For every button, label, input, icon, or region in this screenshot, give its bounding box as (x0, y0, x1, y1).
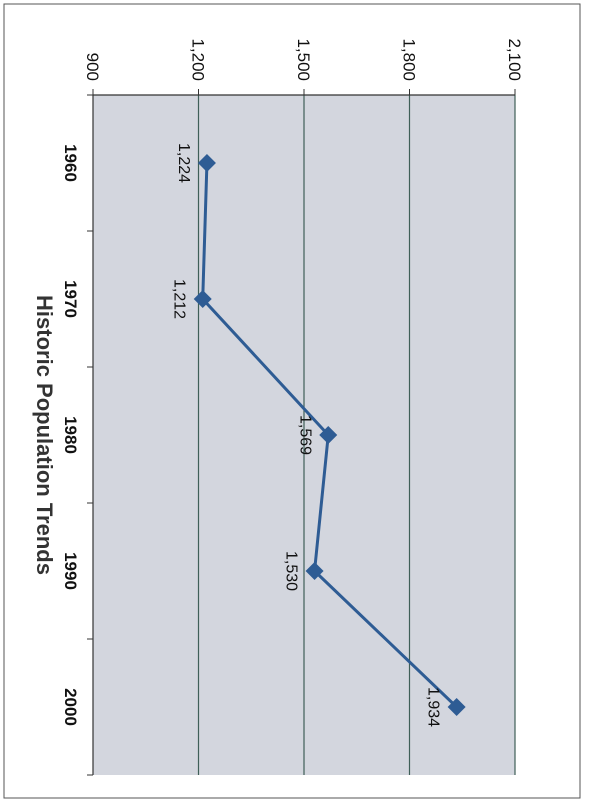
tick-labels: 900 1,200 1,500 1,800 2,100 1960 1970 1980 1990 2… (61, 38, 524, 725)
y-tick-label: 2,100 (505, 38, 524, 81)
data-label: 1,934 (425, 687, 442, 727)
data-markers (193, 154, 466, 716)
data-point-marker (305, 562, 324, 580)
y-tick-label: 1,200 (189, 38, 208, 81)
y-tick-label: 1,500 (294, 38, 313, 81)
data-label: 1,212 (171, 279, 188, 319)
data-label: 1,569 (296, 415, 313, 455)
y-tick-label: 900 (83, 53, 102, 81)
y-tick-label: 1,800 (400, 38, 419, 81)
data-labels: 1,224 1,212 1,569 1,530 1,934 (171, 143, 442, 727)
x-tick-label: 1980 (61, 416, 80, 454)
x-tick-label: 1970 (61, 280, 80, 318)
data-label: 1,224 (175, 143, 192, 183)
data-point-marker (319, 426, 338, 444)
x-tick-label: 1960 (61, 144, 80, 182)
data-point-marker (197, 154, 216, 172)
chart-title: Historic Population Trends (32, 295, 57, 575)
data-label: 1,530 (283, 551, 300, 591)
x-tick-label: 2000 (61, 688, 80, 726)
x-tick-label: 1990 (61, 552, 80, 590)
data-point-marker (193, 290, 212, 308)
